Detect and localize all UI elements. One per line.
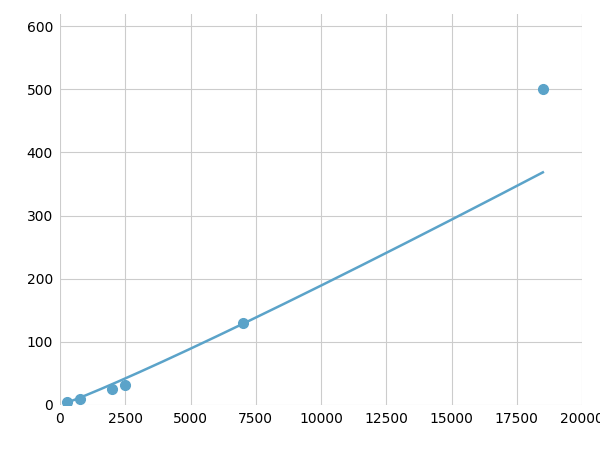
Point (121, 381, 130, 388)
Point (238, 320, 248, 327)
Point (75, 395, 85, 402)
Point (62, 398, 71, 405)
Point (107, 386, 117, 393)
Point (538, 86, 548, 93)
